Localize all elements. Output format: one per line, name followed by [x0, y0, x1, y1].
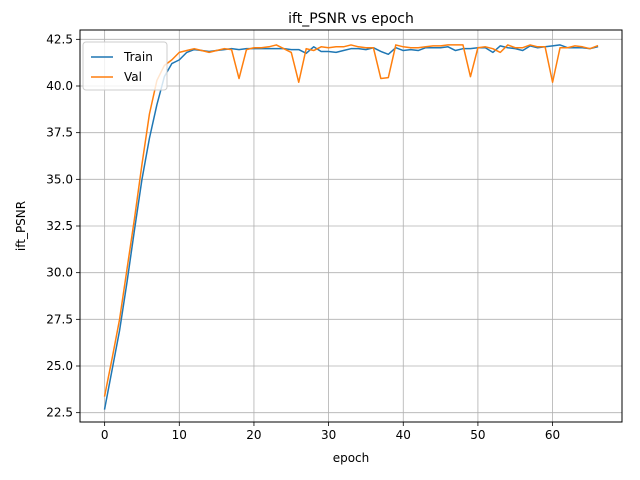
y-tick-label: 42.5	[46, 32, 73, 46]
y-tick-label: 35.0	[46, 172, 73, 186]
y-axis-label: ift_PSNR	[14, 201, 28, 251]
x-axis-ticks: 0 10 20 30 40 50 60	[101, 422, 560, 442]
y-tick-label: 40.0	[46, 79, 73, 93]
grid	[80, 30, 622, 422]
series-lines	[103, 44, 599, 410]
y-tick-label: 30.0	[46, 266, 73, 280]
x-tick-label: 10	[172, 428, 187, 442]
x-tick-label: 0	[101, 428, 109, 442]
x-axis-label: epoch	[333, 451, 370, 465]
x-tick-label: 20	[246, 428, 261, 442]
y-tick-label: 32.5	[46, 219, 73, 233]
legend: Train Val	[82, 41, 168, 91]
x-tick-label: 50	[470, 428, 485, 442]
x-tick-label: 60	[545, 428, 560, 442]
legend-label-val: Val	[124, 70, 142, 84]
y-tick-label: 25.0	[46, 359, 73, 373]
chart-title: ift_PSNR vs epoch	[288, 11, 414, 27]
y-tick-label: 37.5	[46, 126, 73, 140]
legend-label-train: Train	[123, 50, 153, 64]
series-line-train	[103, 44, 599, 410]
y-tick-label: 22.5	[46, 406, 73, 420]
y-tick-label: 27.5	[46, 312, 73, 326]
series-line-val	[103, 44, 599, 397]
x-tick-label: 40	[396, 428, 411, 442]
x-tick-label: 30	[321, 428, 336, 442]
y-axis-ticks: 22.5 25.0 27.5 30.0 32.5 35.0 37.5 40.0 42.5	[46, 32, 80, 420]
legend-box	[82, 41, 168, 91]
